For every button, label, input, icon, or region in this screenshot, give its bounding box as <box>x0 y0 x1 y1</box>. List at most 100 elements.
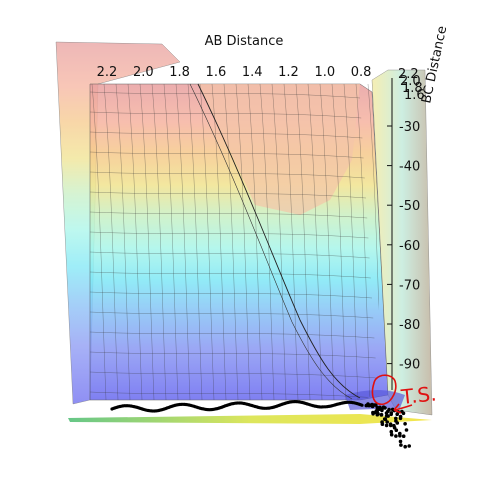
trajectory-point <box>403 444 408 449</box>
mesh-line-vertical <box>319 83 335 400</box>
mesh-line-vertical <box>247 83 263 400</box>
mesh-line-vertical <box>235 83 251 400</box>
trajectory-point <box>399 443 403 447</box>
mesh-line-horizontal <box>89 291 373 299</box>
mesh-line-horizontal <box>89 271 371 279</box>
mesh-line-horizontal <box>89 91 361 99</box>
mesh-line-horizontal <box>89 351 376 359</box>
mesh-line-vertical <box>103 83 119 400</box>
y-tick-label: 2.0 <box>400 74 421 89</box>
trajectory-point <box>389 412 394 417</box>
trajectory-point <box>384 423 389 428</box>
trajectory-point <box>401 434 406 439</box>
mesh-line-vertical <box>199 83 215 400</box>
x-tick-label: 1.6 <box>206 65 227 80</box>
trajectory-point <box>379 412 384 417</box>
z-axis-ticks: -30 -40 -50 -60 -70 -80 -90 <box>387 120 420 373</box>
y-tick-label: 2.2 <box>398 67 419 82</box>
z-tick-label: -70 <box>399 278 420 293</box>
trajectory-point <box>398 439 403 444</box>
mesh-line-horizontal <box>89 171 365 179</box>
mesh-line-vertical <box>175 83 191 400</box>
y-axis-label: BC Distance <box>419 25 450 105</box>
x-tick-label: 1.8 <box>169 65 190 80</box>
trajectory-point <box>384 414 389 418</box>
trajectory-point <box>394 434 398 438</box>
z-tick-label: -30 <box>399 120 420 135</box>
mesh-line-horizontal <box>89 111 362 119</box>
mesh-line-horizontal <box>89 371 377 379</box>
x-tick-label: 2.0 <box>133 65 154 80</box>
trajectory-point <box>382 417 387 421</box>
trajectory-point <box>404 428 409 432</box>
x-axis-label: AB Distance <box>205 34 284 49</box>
mesh-line-vertical <box>187 83 203 400</box>
valley-ridge-line <box>197 83 361 399</box>
y-tick-label: 1.6 <box>404 88 425 103</box>
ts-circle <box>371 374 397 406</box>
z-tick-label: -80 <box>399 318 420 333</box>
trajectory-point <box>394 419 398 423</box>
trajectory-point <box>403 422 407 426</box>
z-tick-label: -60 <box>399 239 420 254</box>
trajectory-point <box>398 431 402 436</box>
trajectory-point <box>381 405 386 410</box>
x-tick-label: 2.2 <box>97 65 118 80</box>
trajectory-point <box>407 444 412 448</box>
ts-label: T.S. <box>399 381 438 409</box>
y-axis-ticks: 2.22.01.81.6 <box>398 67 425 103</box>
x-tick-label: 1.4 <box>242 65 263 80</box>
x-tick-label: 1.2 <box>278 65 299 80</box>
valley-ridge-line-2 <box>189 83 353 400</box>
trajectory-point <box>394 428 399 433</box>
mesh-line-vertical <box>139 83 155 400</box>
mesh-line-vertical <box>223 83 239 400</box>
mesh-line-vertical <box>343 83 359 400</box>
trajectory-point <box>392 423 396 428</box>
trajectory-point <box>398 416 403 421</box>
trajectory-point <box>360 403 364 407</box>
trajectory-point <box>395 412 400 417</box>
mesh-line-vertical <box>295 83 311 400</box>
trajectory-point <box>380 422 385 427</box>
trajectory-point <box>370 404 375 409</box>
mesh-line-vertical <box>355 83 371 400</box>
mesh-line-vertical <box>331 83 347 400</box>
x-tick-label: 1.0 <box>314 65 335 80</box>
ts-arrow <box>393 403 413 414</box>
z-tick-label: -40 <box>399 160 420 175</box>
mesh-line-horizontal <box>89 251 370 259</box>
mesh-line-horizontal <box>89 191 367 199</box>
x-tick-label: 0.8 <box>351 65 372 80</box>
surface-body <box>55 41 433 424</box>
mesh-line-vertical <box>151 83 167 400</box>
mesh-line-vertical <box>115 83 131 400</box>
mesh-line-horizontal <box>89 151 364 159</box>
y-tick-label: 1.8 <box>402 81 423 96</box>
mesh-line-vertical <box>163 83 179 400</box>
contour-floor <box>68 414 432 424</box>
trajectory-point <box>390 407 395 412</box>
trajectory-points <box>110 400 412 449</box>
mesh-line-horizontal <box>89 391 379 399</box>
ts-annotation: T.S. <box>371 374 438 414</box>
mesh-line-vertical <box>211 83 227 400</box>
trajectory-point <box>376 406 381 411</box>
mesh-line-horizontal <box>89 311 374 319</box>
mesh-line-vertical <box>127 83 143 400</box>
trajectory-point <box>386 409 390 414</box>
trajectory-point <box>389 432 394 437</box>
mesh-line-vertical <box>307 83 323 400</box>
trajectory-point <box>389 429 394 434</box>
z-tick-label: -50 <box>399 199 420 214</box>
trajectory-point <box>394 416 398 421</box>
trajectory-point <box>367 403 372 408</box>
mesh-line-horizontal <box>89 331 375 339</box>
mesh-line-vertical <box>271 83 287 400</box>
mesh-line-horizontal <box>89 211 368 219</box>
mesh-line-horizontal <box>89 231 369 239</box>
x-axis-ticks: 2.2 2.0 1.8 1.6 1.4 1.2 1.0 0.8 <box>97 65 372 80</box>
trajectory-point <box>385 420 390 424</box>
